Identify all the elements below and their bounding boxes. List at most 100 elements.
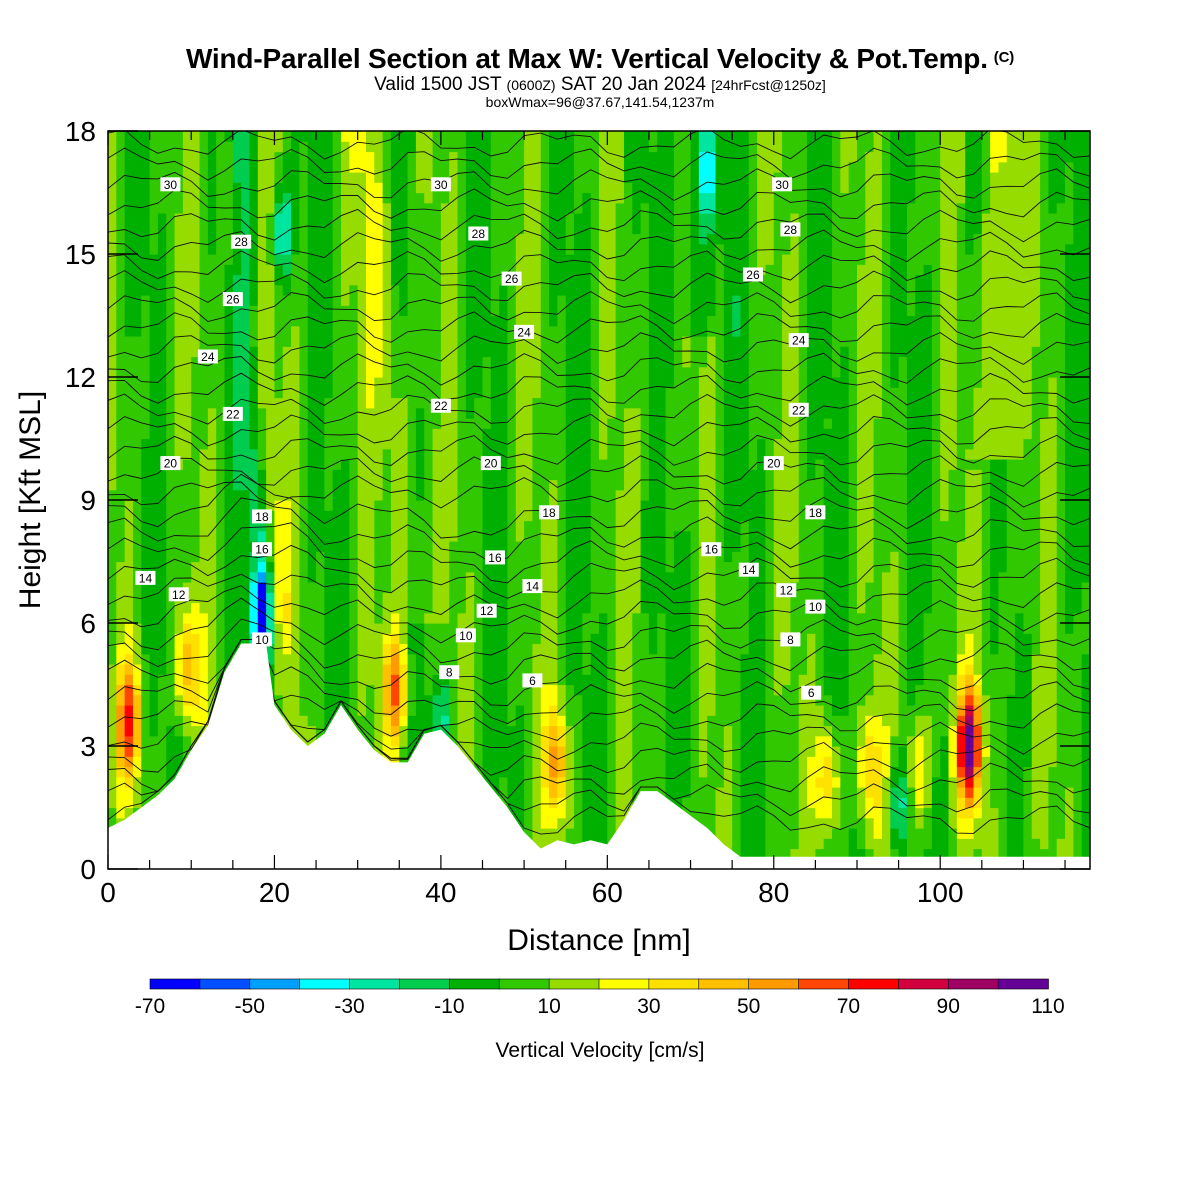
field-cell [474, 500, 484, 511]
field-cell [449, 582, 459, 593]
field-cell [557, 151, 567, 163]
field-cell [341, 551, 350, 563]
field-cell [440, 407, 450, 419]
field-cell [574, 387, 583, 399]
field-cell [399, 397, 409, 409]
field-cell [124, 705, 134, 716]
field-cell [124, 623, 134, 634]
field-cell [657, 182, 667, 194]
field-cell [515, 489, 525, 501]
field-cell [565, 356, 575, 368]
field-cell [582, 561, 592, 573]
field-cell [549, 141, 558, 153]
field-cell [108, 233, 117, 245]
field-cell [515, 264, 525, 276]
field-cell [166, 479, 176, 491]
field-cell [149, 346, 159, 358]
field-cell [574, 192, 583, 204]
field-cell [149, 336, 159, 347]
field-cell [507, 346, 517, 358]
field-cell [291, 633, 300, 645]
field-cell [515, 172, 525, 183]
field-cell [432, 633, 442, 645]
field-cell [365, 366, 375, 378]
field-cell [582, 510, 592, 522]
field-cell [640, 623, 650, 634]
field-cell [465, 705, 475, 716]
field-cell [141, 397, 151, 409]
field-cell [191, 664, 201, 675]
field-cell [149, 305, 159, 317]
field-cell [399, 756, 409, 768]
field-cell [249, 161, 259, 173]
field-cell [332, 202, 342, 214]
field-cell [599, 264, 608, 276]
field-cell [632, 592, 642, 604]
field-cell [108, 633, 117, 645]
field-cell [673, 469, 683, 481]
field-cell [490, 633, 500, 645]
field-cell [199, 612, 209, 624]
field-cell [232, 254, 242, 265]
field-cell [623, 448, 633, 460]
field-cell [174, 325, 184, 337]
field-cell [116, 715, 126, 727]
field-cell [465, 315, 475, 327]
field-cell [515, 694, 525, 706]
field-cell [640, 530, 650, 542]
field-cell [349, 705, 359, 716]
field-cell [623, 387, 633, 399]
field-cell [249, 315, 259, 327]
field-cell [424, 694, 434, 706]
field-cell [590, 264, 600, 276]
field-cell [465, 582, 475, 593]
field-cell [307, 725, 317, 737]
field-cell [274, 612, 284, 624]
field-cell [324, 561, 334, 573]
field-cell [149, 151, 159, 163]
field-cell [299, 243, 309, 255]
field-cell [640, 356, 650, 368]
field-cell [449, 520, 459, 532]
field-cell [607, 438, 617, 450]
field-cell [307, 192, 317, 204]
field-cell [224, 551, 234, 563]
field-cell [116, 438, 126, 450]
field-cell [565, 161, 575, 173]
field-cell [116, 407, 126, 419]
field-cell [515, 766, 525, 778]
field-cell [648, 756, 658, 768]
field-cell [465, 366, 475, 378]
field-cell [216, 479, 226, 491]
field-cell [191, 500, 201, 511]
field-cell [149, 664, 159, 675]
field-cell [440, 387, 450, 399]
field-cell [515, 192, 525, 204]
field-cell [540, 274, 550, 286]
field-cell [257, 397, 267, 409]
field-cell [657, 192, 667, 204]
field-cell [257, 346, 267, 358]
field-cell [257, 161, 267, 173]
field-cell [365, 254, 375, 265]
field-cell [390, 274, 400, 286]
field-cell [166, 571, 176, 583]
field-cell [316, 623, 325, 634]
field-cell [199, 633, 209, 645]
field-cell [507, 356, 517, 368]
field-cell [640, 366, 650, 378]
field-cell [291, 418, 300, 429]
field-cell [199, 469, 209, 481]
field-cell [241, 582, 251, 593]
field-cell [574, 469, 583, 481]
field-cell [257, 336, 267, 347]
field-cell [216, 243, 226, 255]
field-cell [341, 284, 350, 296]
field-cell [141, 705, 151, 716]
field-cell [407, 694, 417, 706]
field-cell [257, 213, 267, 224]
field-cell [582, 612, 592, 624]
field-cell [565, 705, 575, 716]
field-cell [665, 561, 675, 573]
field-cell [415, 633, 425, 645]
